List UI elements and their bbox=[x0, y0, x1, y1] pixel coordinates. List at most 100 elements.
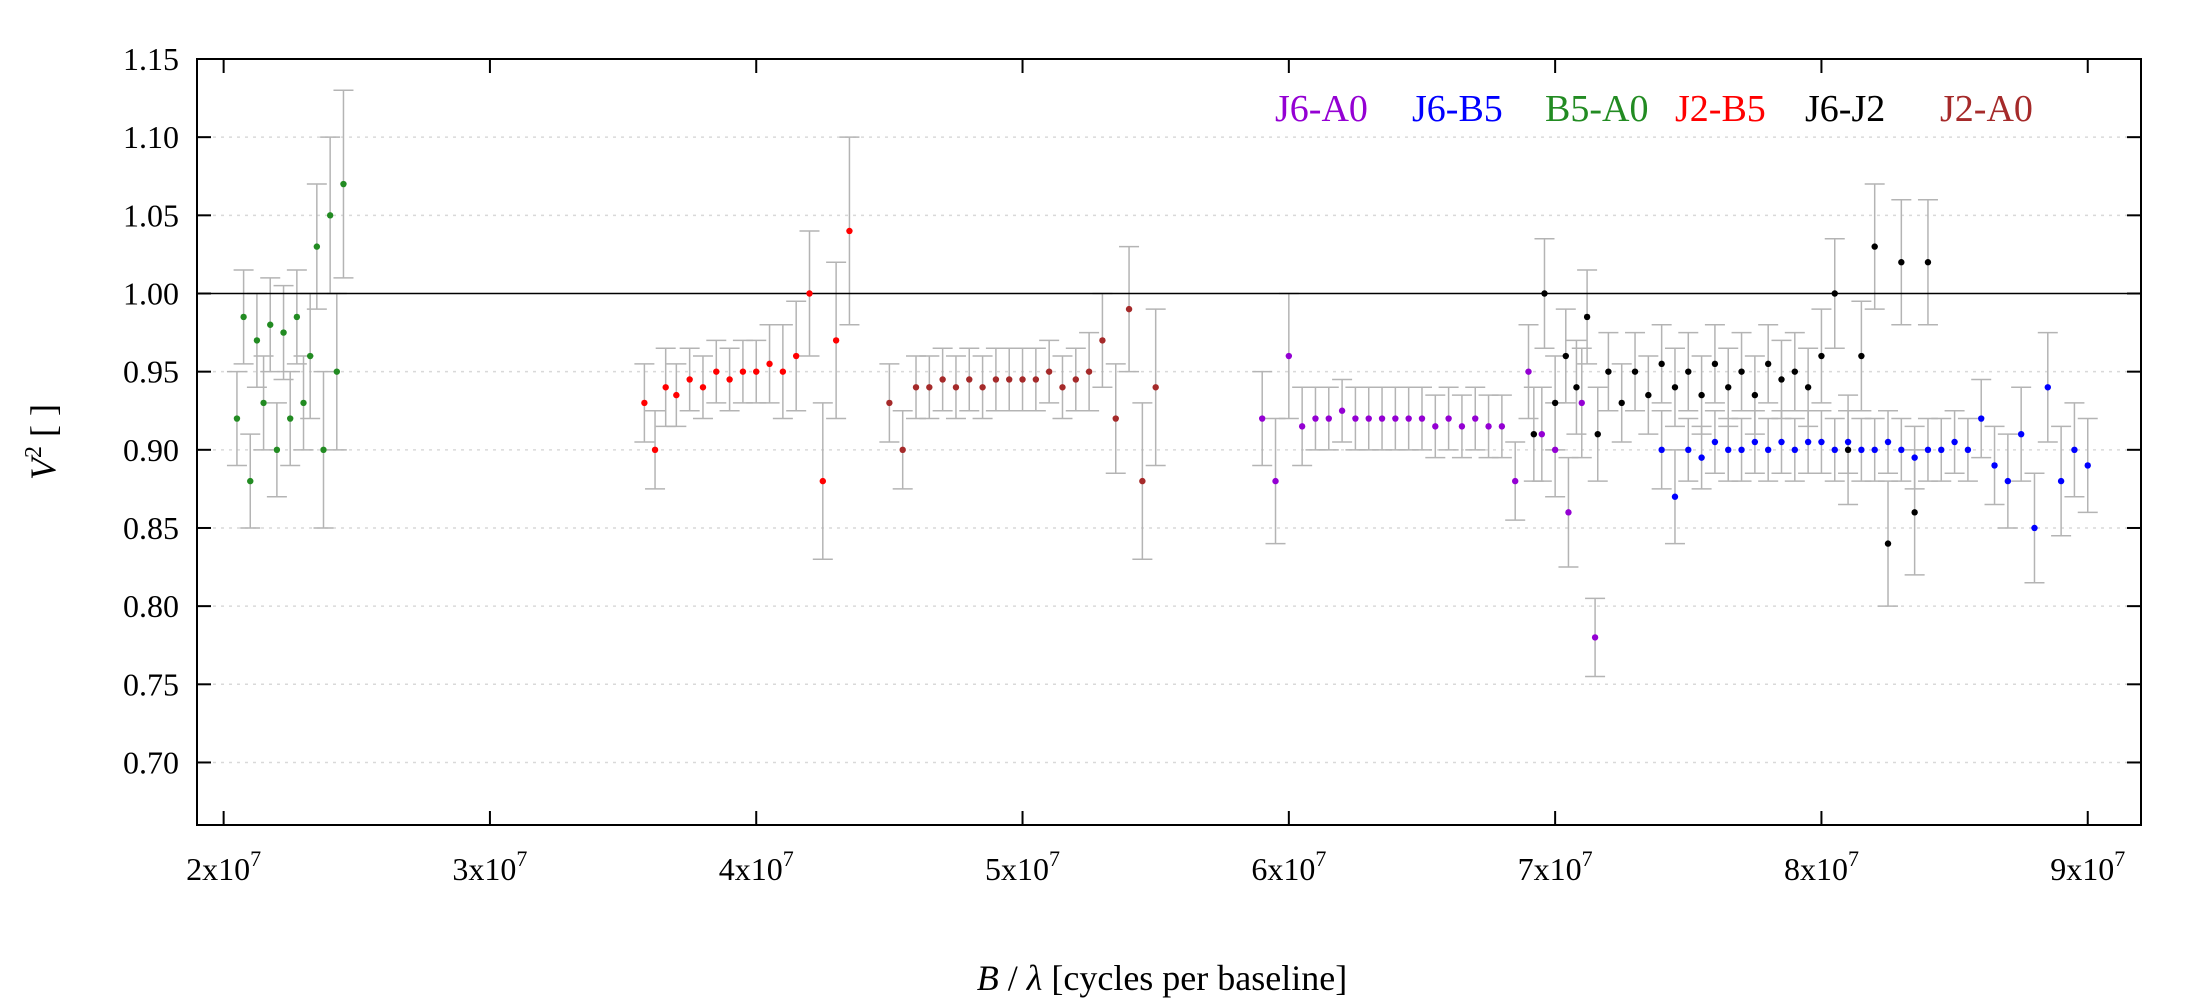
y-tick-labels: 0.70 0.75 0.80 0.85 0.90 0.95 1.00 1.05 1.10 1.15 bbox=[123, 41, 179, 780]
data-point bbox=[1764, 360, 1772, 368]
data-point bbox=[1112, 415, 1119, 422]
data-point bbox=[1583, 313, 1591, 321]
data-point bbox=[779, 368, 787, 375]
series-j6-b5 bbox=[1658, 384, 2091, 532]
data-point bbox=[673, 391, 680, 399]
x-axis-unit: [cycles per baseline] bbox=[1042, 958, 1347, 998]
data-point bbox=[340, 180, 347, 188]
data-point bbox=[886, 399, 893, 407]
data-point bbox=[1778, 376, 1785, 383]
data-point bbox=[313, 243, 321, 250]
data-point bbox=[247, 477, 254, 485]
series-j2-a0 bbox=[886, 305, 1159, 485]
y-axis-superscript: 2 bbox=[21, 446, 47, 458]
data-point bbox=[1059, 384, 1066, 391]
data-point bbox=[1472, 415, 1479, 422]
data-point bbox=[686, 376, 693, 383]
data-point bbox=[1338, 407, 1346, 414]
data-point bbox=[1764, 446, 1772, 454]
data-point bbox=[2071, 446, 2078, 454]
plot-frame bbox=[196, 58, 2142, 826]
data-point bbox=[1685, 446, 1692, 454]
data-point bbox=[753, 368, 760, 375]
data-point bbox=[1458, 423, 1466, 430]
data-point bbox=[1591, 634, 1599, 641]
series-j2-b5 bbox=[641, 227, 853, 485]
data-point bbox=[280, 329, 287, 336]
data-point bbox=[333, 368, 341, 375]
data-point bbox=[1831, 446, 1838, 454]
data-point bbox=[1285, 352, 1293, 360]
data-point bbox=[1951, 438, 1958, 446]
y-tick-label: 0.75 bbox=[123, 666, 179, 702]
data-point bbox=[1139, 477, 1146, 485]
y-tick-label: 1.00 bbox=[123, 275, 179, 311]
data-point bbox=[1964, 446, 1972, 454]
data-point bbox=[1618, 399, 1625, 407]
x-axis-title: B / λ [cycles per baseline] bbox=[977, 958, 1347, 998]
data-point bbox=[240, 313, 247, 321]
data-point bbox=[1530, 430, 1538, 438]
data-point bbox=[739, 368, 747, 375]
x-tick-label: 6x107 bbox=[1251, 846, 1326, 887]
data-point bbox=[1924, 446, 1932, 454]
data-point bbox=[2004, 477, 2012, 485]
data-point bbox=[1898, 259, 1905, 266]
data-point bbox=[1671, 384, 1679, 391]
data-point bbox=[846, 227, 853, 235]
legend-entry: J2-B5 bbox=[1675, 88, 1766, 130]
data-point bbox=[267, 321, 274, 328]
data-point bbox=[2044, 384, 2051, 391]
data-point bbox=[1658, 446, 1665, 454]
data-point bbox=[1312, 415, 1319, 422]
data-point bbox=[792, 352, 800, 360]
series-b5-a0 bbox=[233, 180, 347, 485]
data-point bbox=[1551, 446, 1559, 454]
data-point bbox=[253, 337, 261, 344]
legend-entry: B5-A0 bbox=[1545, 88, 1648, 130]
legend: J6-A0 J6-B5 B5-A0 J2-B5 J6-J2 J2-A0 bbox=[1275, 88, 2033, 130]
data-point bbox=[1791, 446, 1799, 454]
data-point bbox=[806, 290, 813, 297]
x-tick-label: 9x107 bbox=[2050, 846, 2125, 887]
data-point bbox=[1911, 454, 1918, 461]
data-point bbox=[1019, 376, 1026, 383]
data-point bbox=[1045, 368, 1053, 375]
data-point bbox=[1432, 423, 1439, 430]
data-point bbox=[1405, 415, 1412, 422]
x-tick-label: 3x107 bbox=[452, 846, 527, 887]
y-tick-label: 0.70 bbox=[123, 744, 179, 780]
data-point bbox=[1498, 423, 1506, 430]
data-point bbox=[1898, 446, 1905, 454]
data-point bbox=[1844, 438, 1852, 446]
data-point bbox=[1032, 376, 1040, 383]
data-point bbox=[1725, 384, 1732, 391]
data-point bbox=[1871, 446, 1878, 454]
data-point bbox=[1418, 415, 1426, 422]
x-tick-label: 5x107 bbox=[985, 846, 1060, 887]
data-point bbox=[1698, 391, 1705, 399]
data-point bbox=[992, 376, 1000, 383]
x-tick-label: 4x107 bbox=[719, 846, 794, 887]
data-point bbox=[306, 352, 314, 360]
data-point bbox=[1445, 415, 1452, 422]
data-point bbox=[300, 399, 307, 407]
data-point bbox=[320, 446, 327, 454]
y-axis-unit: [ ] bbox=[23, 404, 63, 446]
data-point bbox=[1804, 438, 1812, 446]
data-point bbox=[1791, 368, 1799, 375]
y-tick-label: 0.80 bbox=[123, 588, 179, 624]
data-point bbox=[1525, 368, 1532, 375]
data-point bbox=[1298, 423, 1306, 430]
y-tick-label: 0.90 bbox=[123, 432, 179, 468]
data-point bbox=[1272, 477, 1279, 485]
data-point bbox=[273, 446, 281, 454]
data-point bbox=[641, 399, 648, 407]
data-point bbox=[326, 212, 334, 219]
y-tick-label: 0.95 bbox=[123, 354, 179, 390]
data-point bbox=[233, 415, 241, 422]
data-point bbox=[1884, 540, 1892, 547]
data-point bbox=[2084, 462, 2091, 469]
data-point bbox=[1645, 391, 1652, 399]
